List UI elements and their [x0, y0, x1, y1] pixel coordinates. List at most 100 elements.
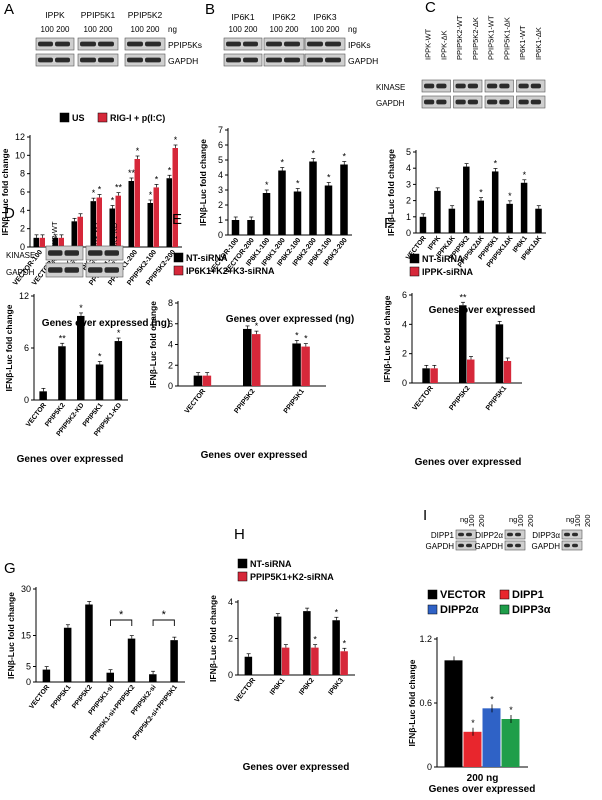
- y-tick-label: 2: [228, 634, 233, 644]
- significance-mark: *: [295, 330, 299, 340]
- panel-h: H NT-siRNA PPIP5K1+K2-siRNA 0 2 4 IFNβ-Luc fol…: [208, 526, 355, 773]
- gapdh-blot-band: [530, 99, 541, 105]
- bar: [448, 208, 456, 233]
- x-tick-label: VECTOR: [234, 677, 257, 704]
- y-tick-label: 15: [21, 631, 31, 641]
- legend-entry: DIPP1: [512, 589, 544, 601]
- blot-unit: ng: [168, 25, 177, 34]
- blot-title: IP6K1-ΔK: [534, 27, 543, 60]
- bar: [127, 638, 136, 682]
- blot-title: IP6K3: [313, 12, 336, 22]
- gapdh-blot-band: [466, 543, 472, 548]
- blot-title: DIPP1: [431, 531, 455, 540]
- bar: [303, 611, 311, 675]
- protein-blot-band: [466, 532, 472, 537]
- kinase-blot-band: [530, 83, 541, 89]
- legend-swatch: [499, 604, 510, 615]
- bar: [434, 190, 441, 233]
- significance-mark: *: [117, 328, 121, 338]
- significance-mark: *: [92, 188, 96, 198]
- gapdh-blot-band: [499, 99, 510, 105]
- significance-mark: *: [174, 135, 178, 145]
- bar: [128, 181, 134, 247]
- x-axis-title: Genes over expressed (ng): [226, 314, 354, 325]
- blot-title: IP6K1-WT: [518, 25, 527, 60]
- blot-label: GAPDH: [6, 268, 35, 277]
- panel-b: B IP6K1 100 200 IP6K2 100 200 IP6K3 100 200 ng I…: [198, 1, 378, 325]
- legend-entry: VECTOR: [440, 589, 486, 601]
- protein-blot-band: [243, 41, 258, 47]
- bar: [506, 203, 513, 233]
- bar: [153, 187, 159, 247]
- x-tick-label: IP6K2: [298, 677, 316, 697]
- y-tick-label: 4: [218, 170, 223, 180]
- panel-letter: G: [4, 560, 16, 577]
- kinase-blot-band: [88, 250, 103, 256]
- protein-blot-band: [80, 41, 96, 47]
- gapdh-blot-band: [284, 57, 300, 63]
- bar: [243, 328, 252, 386]
- gapdh-blot-band: [226, 57, 241, 63]
- protein-blot-band: [572, 532, 578, 537]
- gapdh-blot-band: [127, 57, 143, 63]
- significance-mark: *: [498, 311, 502, 321]
- significance-mark: *: [304, 334, 308, 344]
- kinase-blot-band: [499, 83, 510, 89]
- x-category-label: 200 ng: [467, 773, 499, 784]
- x-axis-title: Genes over expressed: [415, 457, 522, 468]
- x-tick-label: PPIP5K2: [233, 388, 256, 415]
- y-tick-label: 4: [402, 319, 407, 329]
- protein-blot-band: [38, 41, 53, 47]
- y-axis-label: IFNβ-Luc fold change: [382, 295, 392, 382]
- y-tick-label: 12: [15, 132, 25, 142]
- bar: [244, 656, 253, 675]
- bar: [42, 669, 51, 682]
- bar: [252, 334, 261, 386]
- legend-entry: PPIP5K1+K2-siRNA: [250, 572, 334, 582]
- legend-entry: IPPK-siRNA: [422, 267, 474, 277]
- bar: [85, 604, 93, 682]
- blot-title: PPIP5K2-WT: [455, 15, 464, 60]
- y-tick-label: 0: [218, 230, 223, 240]
- bar: [293, 191, 302, 235]
- y-tick-label: 6: [24, 343, 29, 353]
- bar: [278, 170, 286, 235]
- gapdh-blot-band: [436, 99, 447, 105]
- bar: [419, 216, 427, 233]
- bar: [134, 159, 140, 247]
- y-axis-label: IFNβ-Luc fold change: [6, 592, 16, 679]
- significance-mark: *: [494, 158, 498, 168]
- protein-blot-band: [127, 41, 143, 47]
- blot-doses: 200: [477, 514, 486, 527]
- y-tick-label: 1.2: [419, 634, 432, 644]
- significance-mark: *: [327, 173, 331, 183]
- y-tick-label: 4: [168, 340, 173, 350]
- gapdh-blot-band: [518, 99, 529, 105]
- bar: [340, 164, 348, 235]
- y-tick-label: 10: [15, 150, 25, 160]
- bar: [262, 193, 271, 235]
- protein-blot-band: [145, 41, 161, 47]
- y-tick-label: 30: [21, 584, 31, 594]
- significance-mark: *: [479, 188, 483, 198]
- x-tick-label: PPIP5K1: [485, 385, 508, 412]
- kinase-blot-band: [64, 250, 79, 256]
- y-tick-label: 0: [406, 228, 411, 238]
- y-tick-label: 4: [20, 205, 25, 215]
- significance-mark: *: [342, 152, 346, 162]
- gapdh-blot-band: [307, 57, 323, 63]
- blot-doses: 100 200: [41, 25, 70, 34]
- significance-mark: *: [155, 174, 159, 184]
- legend-swatch: [97, 112, 108, 123]
- blot-title: PPIP5K2-WT: [50, 221, 59, 266]
- gapdh-blot-band: [243, 57, 258, 63]
- significance-mark: *: [509, 705, 513, 715]
- blot-label: KINASE: [6, 251, 35, 260]
- x-tick-label: IP6K3: [327, 677, 345, 697]
- gapdh-blot-band: [487, 99, 498, 105]
- blot-label: GAPDH: [475, 542, 504, 551]
- y-tick-label: 6: [402, 290, 407, 300]
- significance-mark: *: [162, 609, 167, 621]
- legend-swatch: [59, 112, 70, 123]
- y-tick-label: 0: [228, 670, 233, 680]
